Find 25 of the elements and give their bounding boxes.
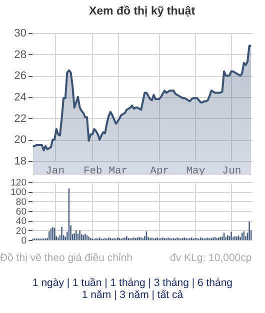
x-tick-label: Jun (222, 166, 242, 178)
y-tick-label: 26 (14, 70, 26, 82)
y-tick-label: 100 (10, 187, 26, 198)
x-tick-label: Apr (150, 166, 170, 178)
y-tick-label: 80 (16, 196, 26, 208)
y-tick-label: 20 (16, 226, 26, 237)
x-tick-label: Jan (46, 166, 64, 178)
y-tick-label: 40 (16, 216, 26, 228)
y-tick-label: 24 (14, 92, 26, 104)
y-tick-label: 120 (10, 178, 26, 188)
text: 1 ngày | 1 tuần | 1 tháng | 3 tháng | 6 tháng (31, 277, 234, 289)
x-tick-label: Mar (108, 166, 128, 178)
y-tick-label: 18 (14, 156, 26, 168)
text: đv KLg: 10,000cp (170, 252, 252, 264)
text: Đồ thị vẽ theo giá điều chỉnh (0, 252, 133, 264)
x-tick-label: May (186, 166, 206, 178)
x-tick-label: Feb (83, 166, 102, 178)
chart-title: Xem đồ thị kỹ thuật (88, 6, 196, 18)
y-tick-label: 30 (14, 28, 26, 40)
text: 1 năm | 3 năm | tất cả (80, 289, 184, 301)
y-tick-label: 22 (14, 112, 26, 125)
y-tick-label: 28 (14, 48, 26, 61)
y-tick-label: 0 (21, 236, 26, 246)
y-tick-label: 60 (16, 206, 26, 218)
y-tick-label: 20 (14, 134, 26, 146)
